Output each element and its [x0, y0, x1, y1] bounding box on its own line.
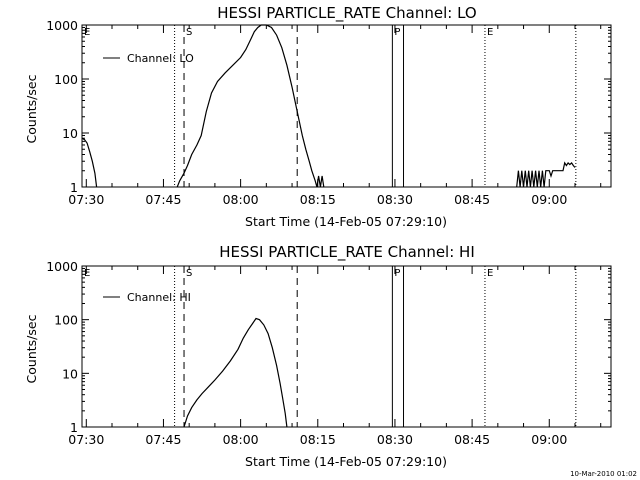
x-tick-label: 07:45 [145, 432, 181, 447]
x-tick-label: 08:15 [300, 192, 336, 207]
plot-frame [81, 24, 612, 188]
series-line [516, 161, 576, 188]
legend-label: Channel: LO [127, 52, 194, 65]
x-tick-label: 08:45 [454, 432, 490, 447]
event-marker-label: P [394, 27, 400, 38]
y-axis-label: Counts/sec [24, 74, 39, 143]
event-marker-label: E [84, 27, 90, 38]
y-tick-label: 1000 [46, 259, 78, 274]
y-tick-label: 1 [70, 180, 78, 195]
y-tick-label: 100 [54, 72, 78, 87]
x-tick-label: 08:30 [377, 192, 413, 207]
footer-timestamp: 10-Mar-2010 01:02 [570, 470, 637, 478]
series-line [81, 137, 98, 188]
y-tick-label: 1 [70, 420, 78, 435]
x-tick-label: 08:00 [223, 192, 259, 207]
x-tick-label: 09:00 [531, 432, 567, 447]
plot-frame [81, 265, 612, 428]
y-tick-label: 100 [54, 313, 78, 328]
x-tick-label: 07:30 [68, 432, 104, 447]
x-tick-label: 08:00 [223, 432, 259, 447]
event-marker-label: S [186, 27, 192, 38]
y-tick-label: 10 [62, 366, 78, 381]
chart-panel-hi: HESSI PARTICLE_RATE Channel: HI Counts/s… [24, 243, 612, 469]
series-line [183, 317, 288, 428]
event-marker-label: E [487, 268, 493, 279]
y-axis-label: Counts/sec [24, 314, 39, 383]
x-tick-label: 08:45 [454, 192, 490, 207]
legend-label: Channel: HI [127, 291, 191, 304]
x-axis-label: Start Time (14-Feb-05 07:29:10) [245, 214, 447, 229]
chart-title: HESSI PARTICLE_RATE Channel: HI [219, 243, 475, 262]
y-tick-label: 1000 [46, 18, 78, 33]
x-tick-label: 09:00 [531, 192, 567, 207]
chart-title: HESSI PARTICLE_RATE Channel: LO [217, 4, 476, 23]
x-axis-label: Start Time (14-Feb-05 07:29:10) [245, 454, 447, 469]
x-tick-label: 07:45 [145, 192, 181, 207]
chart-panel-lo: HESSI PARTICLE_RATE Channel: LO Counts/s… [24, 4, 612, 229]
x-tick-label: 08:30 [377, 432, 413, 447]
event-marker-label: S [186, 268, 192, 279]
event-marker-label: E [84, 268, 90, 279]
y-tick-label: 10 [62, 126, 78, 141]
event-marker-label: E [487, 27, 493, 38]
x-tick-label: 08:15 [300, 432, 336, 447]
x-tick-label: 07:30 [68, 192, 104, 207]
event-marker-label: P [394, 268, 400, 279]
